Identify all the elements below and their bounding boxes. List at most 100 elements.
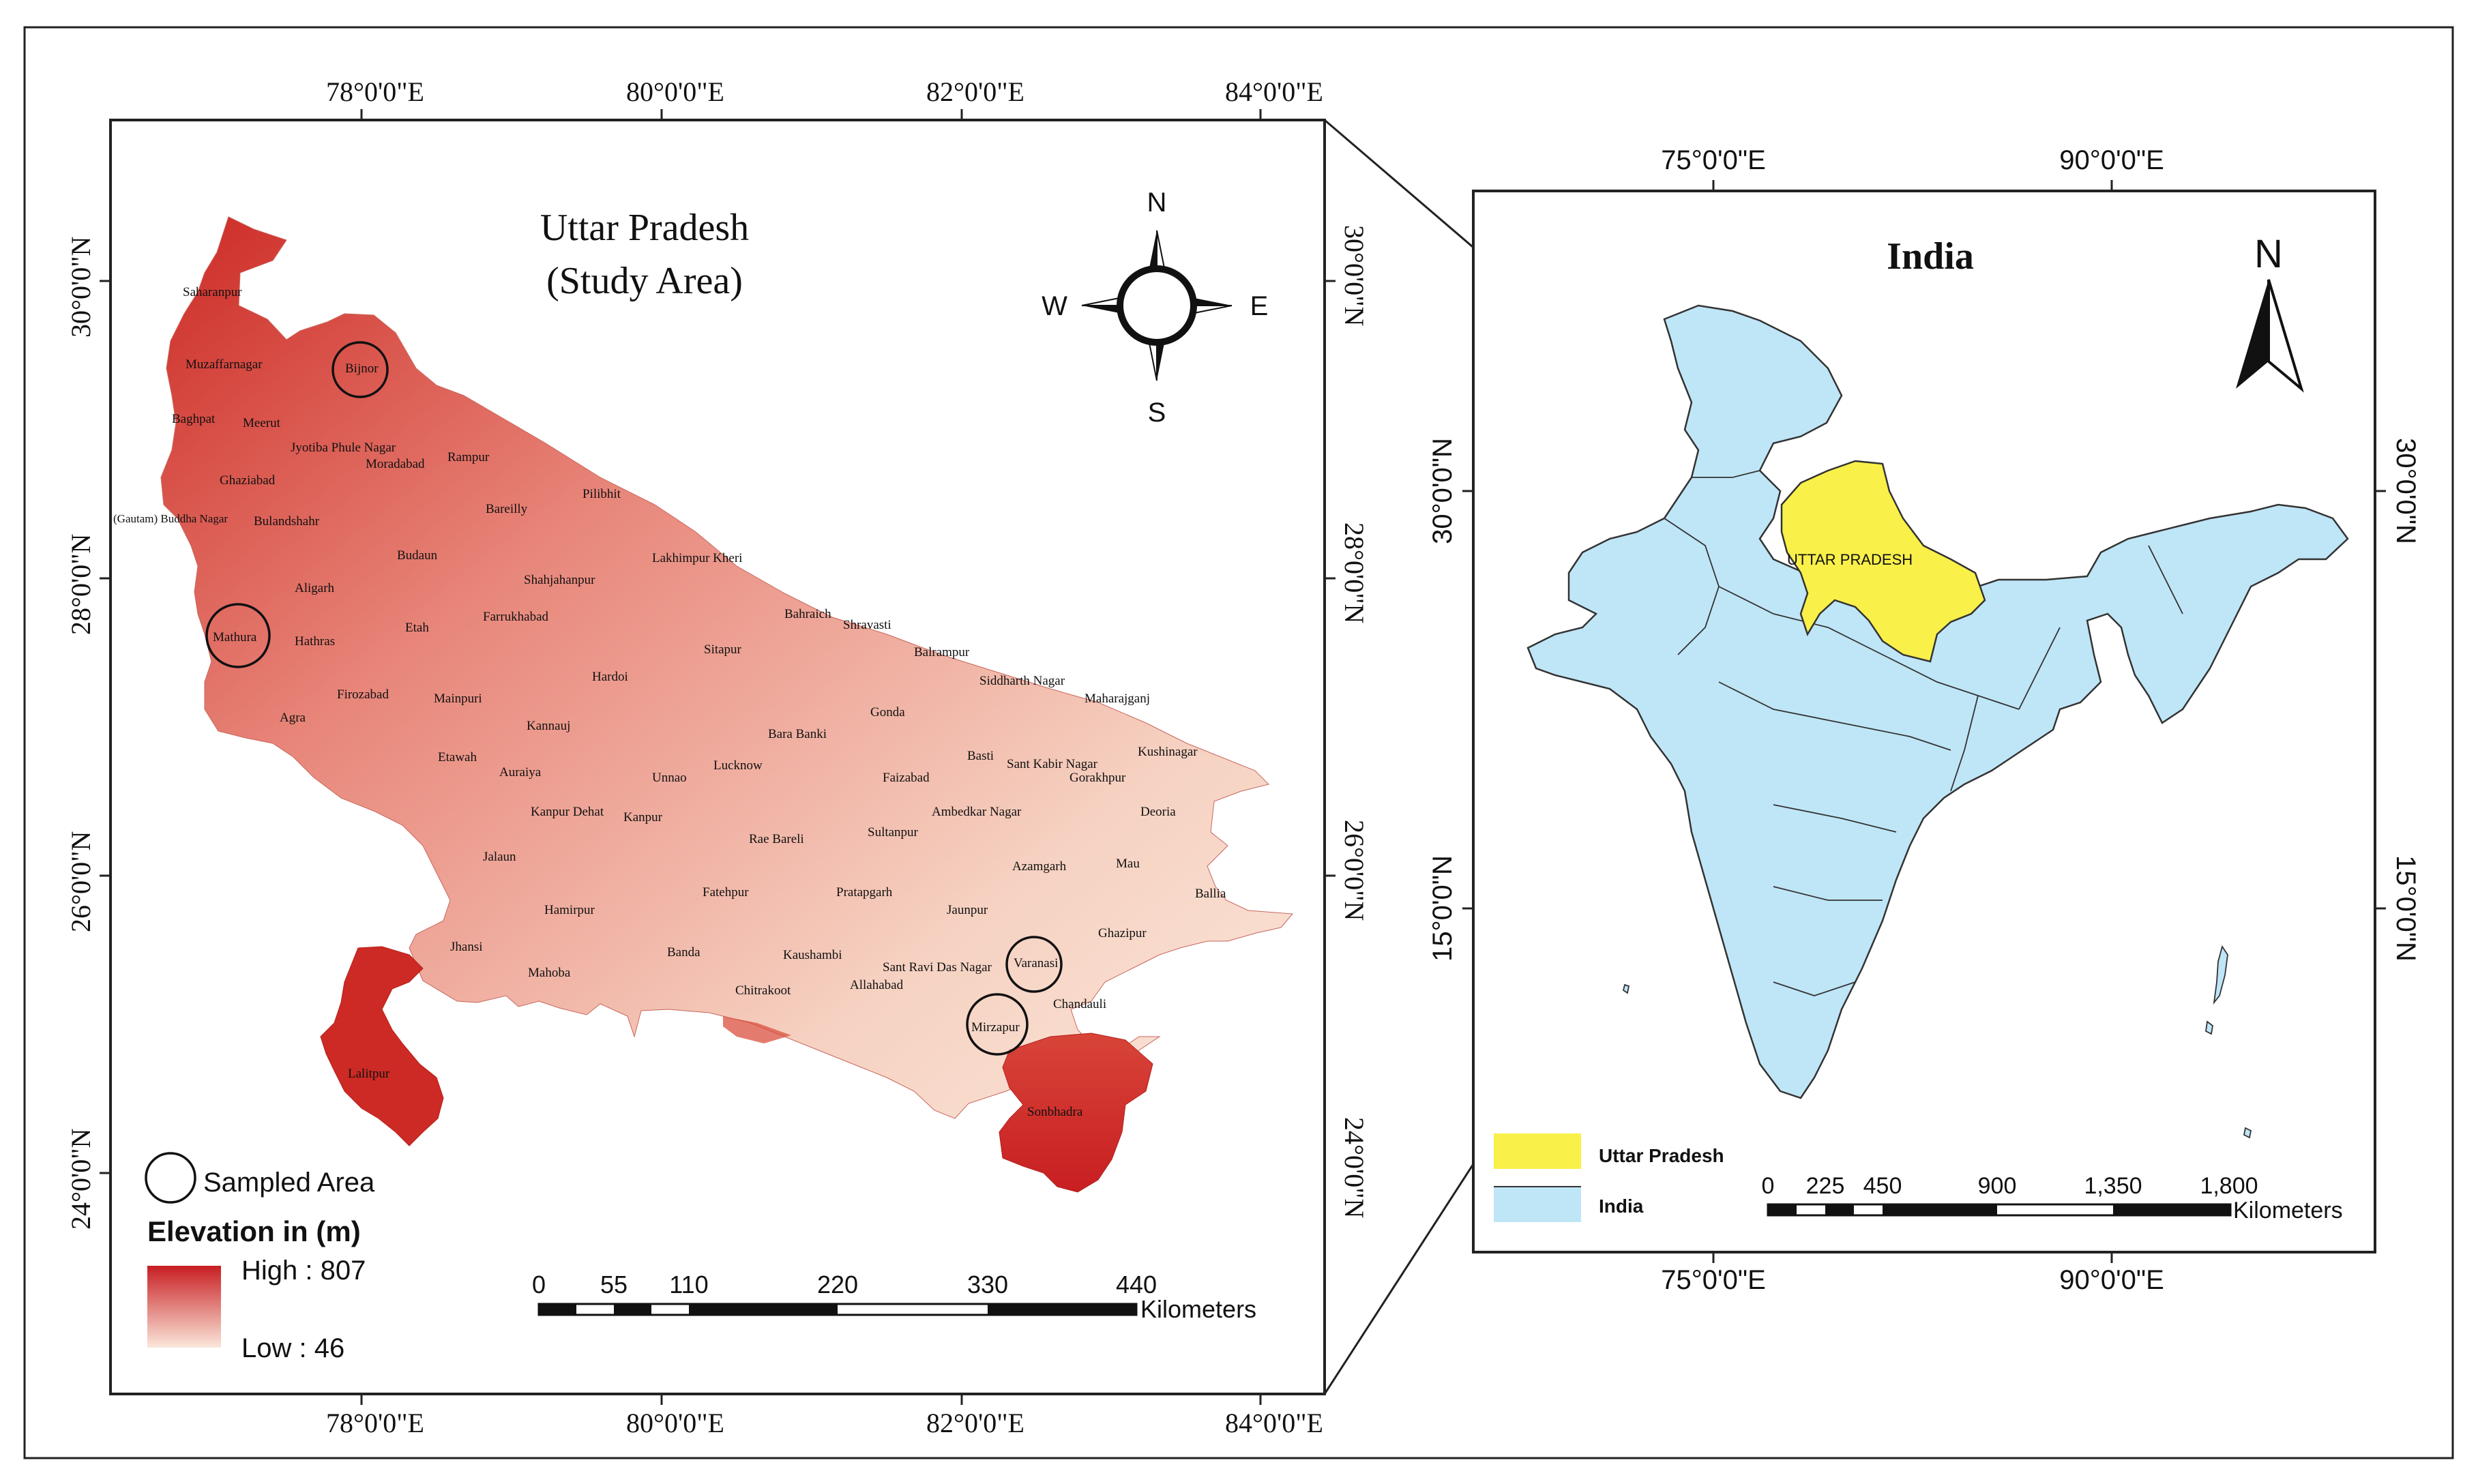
left-map-title-line1: Uttar Pradesh	[540, 207, 749, 249]
district-label: Banda	[667, 945, 700, 960]
right-map: 75°0'0"E 90°0'0"E 75°0'0"E 90°0'0"E 30°0…	[1428, 145, 2421, 1295]
district-label: Lalitpur	[348, 1067, 390, 1081]
district-label: Etah	[405, 621, 429, 635]
left-scale-label-4: 330	[967, 1271, 1008, 1298]
district-label: Mirzapur	[971, 1020, 1020, 1035]
left-lat-label-left-4: 24°0'0"N	[65, 1129, 96, 1230]
district-label: Bara Banki	[768, 727, 827, 741]
district-label: Aligarh	[295, 581, 335, 595]
left-lon-label-bottom-4: 84°0'0"E	[1225, 1408, 1323, 1438]
district-label: Bulandshahr	[254, 514, 320, 529]
district-label: Rae Bareli	[749, 832, 804, 846]
district-label: Hamirpur	[544, 903, 595, 917]
district-label: Lucknow	[713, 758, 763, 773]
left-lat-label-left-3: 26°0'0"N	[65, 831, 96, 932]
sampled-circle-mathura	[205, 603, 271, 668]
legend-elevation-ramp	[147, 1266, 221, 1348]
district-label: Faizabad	[883, 771, 930, 785]
district-label: Agra	[280, 711, 306, 725]
district-label: Mahoba	[528, 966, 571, 980]
right-lon-label-top-1: 75°0'0"E	[1661, 145, 1766, 175]
sonbhadra-shape	[999, 1033, 1153, 1193]
right-scale-label-4: 1,350	[2084, 1173, 2142, 1199]
district-label: Ghaziabad	[220, 473, 276, 488]
right-lat-label-right-2: 15°0'0"N	[2391, 855, 2421, 962]
compass-w-label: W	[1042, 291, 1067, 321]
right-scale-label-3: 900	[1978, 1173, 2017, 1199]
district-label: Shravasti	[843, 618, 891, 632]
district-label: Bahraich	[784, 607, 831, 621]
district-label: Mathura	[213, 630, 257, 644]
district-label: Pratapgarh	[836, 885, 893, 900]
left-lon-label-bottom-3: 82°0'0"E	[926, 1408, 1024, 1438]
north-arrow-icon	[2236, 279, 2304, 393]
right-lat-label-right-1: 30°0'0"N	[2391, 438, 2421, 544]
left-lat-label-right-4: 24°0'0"N	[1339, 1117, 1370, 1218]
right-lat-label-left-2: 15°0'0"N	[1428, 855, 1458, 962]
legend-up-label: Uttar Pradesh	[1599, 1145, 1724, 1166]
left-lat-label-left-1: 30°0'0"N	[65, 237, 96, 338]
right-lat-label-left-1: 30°0'0"N	[1428, 438, 1458, 544]
district-label: Ambedkar Nagar	[932, 805, 1022, 819]
north-arrow-label: N	[2254, 232, 2283, 276]
district-label: Sant Ravi Das Nagar	[883, 960, 992, 975]
sampled-circle-mirzapur	[966, 993, 1029, 1056]
right-map-title: India	[1887, 235, 1974, 278]
right-map-ticks	[1462, 180, 2386, 1263]
left-lon-label-bottom-2: 80°0'0"E	[626, 1408, 724, 1438]
district-label: Mau	[1116, 857, 1140, 871]
left-lon-label-top-4: 84°0'0"E	[1225, 76, 1323, 107]
southern-upland	[723, 1016, 791, 1043]
district-label: Fatehpur	[703, 885, 749, 900]
district-label: Bareilly	[486, 502, 528, 516]
left-lat-label-right-1: 30°0'0"N	[1339, 225, 1370, 326]
district-label: Meerut	[243, 416, 281, 430]
right-lon-label-bottom-1: 75°0'0"E	[1661, 1265, 1766, 1295]
right-scale-label-2: 450	[1863, 1173, 1902, 1199]
india-state-boundaries	[1664, 470, 2183, 996]
right-lon-label-bottom-2: 90°0'0"E	[2059, 1265, 2164, 1295]
right-scale-unit: Kilometers	[2233, 1198, 2343, 1223]
district-label: Chitrakoot	[735, 983, 791, 998]
compass-rose-icon	[1081, 230, 1233, 381]
district-label: Allahabad	[850, 978, 904, 992]
district-label: Ballia	[1195, 887, 1226, 901]
left-scale-label-2: 110	[669, 1271, 708, 1298]
district-label: Chandauli	[1053, 997, 1106, 1011]
left-map-title-line2: (Study Area)	[546, 260, 743, 302]
district-labels: Saharanpur Muzaffarnagar Bijnor Baghpat …	[113, 285, 1226, 1119]
legend-sampled-label: Sampled Area	[203, 1168, 375, 1198]
district-label: Ghazipur	[1098, 926, 1147, 940]
district-label: Muzaffarnagar	[186, 357, 263, 372]
district-label: Kanpur	[623, 810, 663, 825]
left-scale-label-3: 220	[817, 1271, 858, 1298]
left-lat-label-right-2: 28°0'0"N	[1339, 522, 1370, 623]
right-lon-label-top-2: 90°0'0"E	[2059, 145, 2164, 175]
district-label: Moradabad	[366, 457, 425, 471]
right-scale-bar	[1767, 1203, 2232, 1217]
left-map-ticks	[100, 109, 1336, 1405]
left-lon-label-top-2: 80°0'0"E	[626, 76, 724, 107]
legend-low-label: Low : 46	[241, 1333, 344, 1363]
india-up-shape	[1780, 460, 1986, 663]
left-lon-label-bottom-1: 78°0'0"E	[326, 1408, 424, 1438]
left-scale-label-0: 0	[532, 1271, 546, 1298]
district-label: Hathras	[295, 634, 335, 649]
sampled-area-circles	[205, 341, 1063, 1056]
left-lat-label-left-2: 28°0'0"N	[65, 534, 96, 635]
left-scale-bar	[537, 1303, 1138, 1316]
district-label: Deoria	[1140, 805, 1176, 819]
islands	[1622, 945, 2252, 1139]
district-label: (Gautam) Buddha Nagar	[113, 512, 228, 525]
district-label: Saharanpur	[183, 285, 242, 299]
india-up-label: UTTAR PRADESH	[1787, 551, 1913, 568]
compass-s-label: S	[1148, 398, 1166, 428]
right-scale-label-5: 1,800	[2200, 1173, 2258, 1199]
legend-high-label: High : 807	[241, 1256, 366, 1286]
district-label: Sultanpur	[868, 825, 919, 840]
district-label: Lakhimpur Kheri	[652, 551, 742, 565]
district-label: Kanpur Dehat	[531, 805, 604, 819]
lalitpur-shape	[320, 946, 444, 1146]
compass-n-label: N	[1147, 188, 1167, 218]
